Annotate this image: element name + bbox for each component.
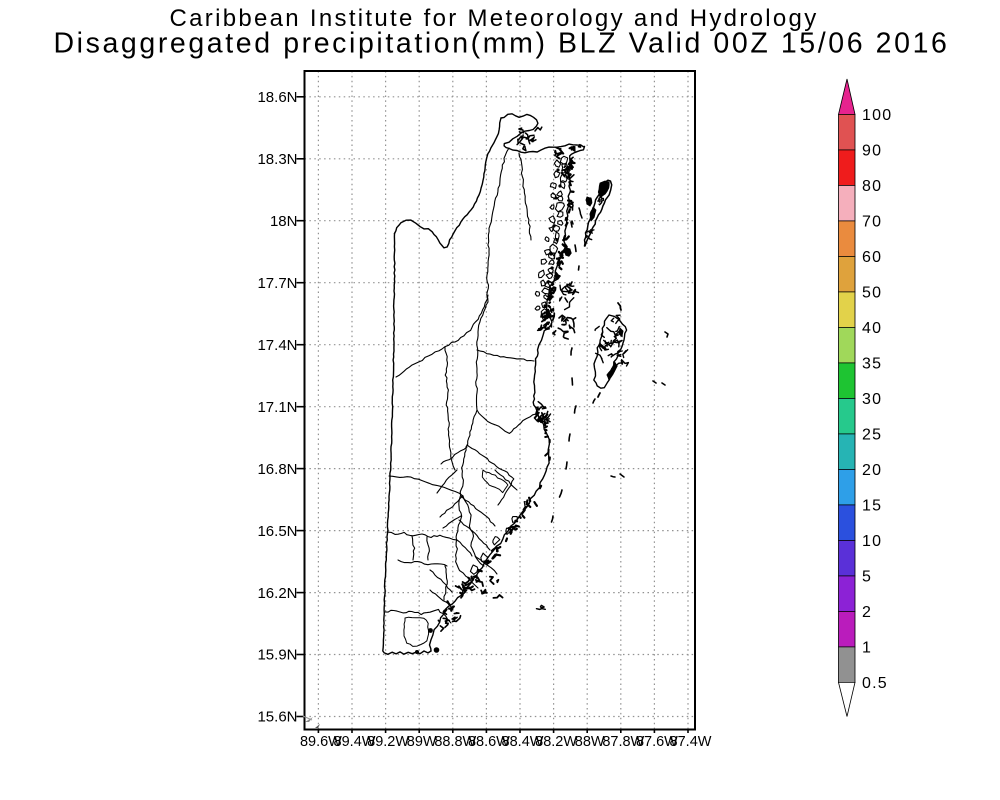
svg-text:89.2W: 89.2W: [367, 734, 409, 750]
svg-text:60: 60: [862, 249, 882, 266]
svg-text:17.7N: 17.7N: [257, 275, 297, 292]
svg-text:35: 35: [862, 355, 882, 372]
svg-text:88.2W: 88.2W: [535, 734, 577, 750]
svg-text:18.3N: 18.3N: [257, 151, 297, 168]
svg-text:2: 2: [862, 604, 872, 621]
svg-text:16.5N: 16.5N: [257, 523, 297, 540]
svg-text:90: 90: [862, 142, 882, 159]
svg-text:88.4W: 88.4W: [502, 734, 544, 750]
svg-text:89W: 89W: [407, 734, 437, 750]
svg-text:16.8N: 16.8N: [257, 461, 297, 478]
svg-text:87.6W: 87.6W: [636, 734, 678, 750]
svg-text:50: 50: [862, 284, 882, 301]
svg-text:20: 20: [862, 462, 882, 479]
svg-text:10: 10: [862, 533, 882, 550]
svg-text:100: 100: [862, 107, 892, 124]
svg-text:87.8W: 87.8W: [602, 734, 644, 750]
svg-text:70: 70: [862, 213, 882, 230]
svg-text:30: 30: [862, 391, 882, 408]
svg-text:25: 25: [862, 426, 882, 443]
svg-text:Disaggregated precipitation(mm: Disaggregated precipitation(mm) BLZ Vali…: [54, 27, 950, 59]
svg-text:87.4W: 87.4W: [670, 734, 712, 750]
svg-text:88.8W: 88.8W: [434, 734, 476, 750]
svg-text:15.6N: 15.6N: [257, 709, 297, 726]
svg-text:16.2N: 16.2N: [257, 585, 297, 602]
svg-text:Caribbean Institute for Meteor: Caribbean Institute for Meteorology and …: [170, 5, 819, 32]
svg-text:18N: 18N: [270, 213, 298, 230]
svg-text:17.4N: 17.4N: [257, 337, 297, 354]
svg-text:80: 80: [862, 178, 882, 195]
svg-text:15: 15: [862, 497, 882, 514]
svg-text:40: 40: [862, 320, 882, 337]
svg-text:89.4W: 89.4W: [334, 734, 376, 750]
svg-text:5: 5: [862, 568, 872, 585]
svg-text:18.6N: 18.6N: [257, 89, 297, 106]
svg-text:88.6W: 88.6W: [468, 734, 510, 750]
svg-text:89.6W: 89.6W: [300, 734, 342, 750]
svg-text:17.1N: 17.1N: [257, 399, 297, 416]
svg-text:15.9N: 15.9N: [257, 647, 297, 664]
svg-text:0.5: 0.5: [862, 675, 888, 692]
svg-text:1: 1: [862, 639, 872, 656]
svg-text:88W: 88W: [575, 734, 605, 750]
